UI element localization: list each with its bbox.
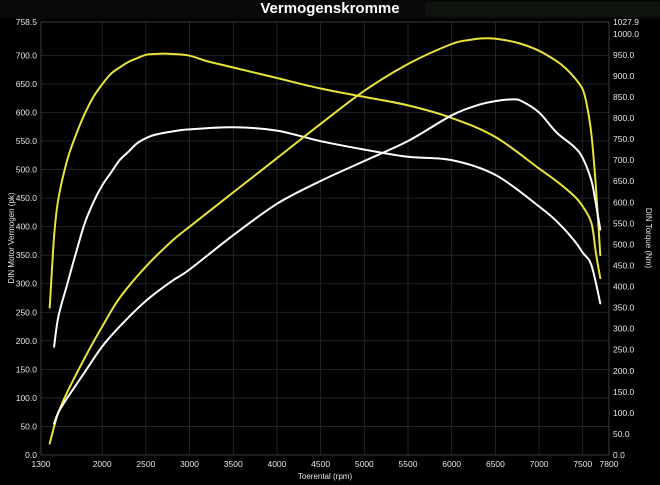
x-tick-label: 4000 <box>267 459 286 469</box>
y2-tick-label: 550.0 <box>613 218 635 228</box>
y2-tick-label: 0.0 <box>613 450 625 460</box>
y2-tick-label: 650.0 <box>613 176 635 186</box>
x-tick-label: 5000 <box>355 459 374 469</box>
series-line-4 <box>53 98 602 425</box>
y-tick-label: 500.0 <box>16 165 38 175</box>
right-axis-ticks: 0.0 50.0 100.0 150.0 200.0 250.0 300.0 350.0 400… <box>613 17 639 460</box>
y2-tick-label: 400.0 <box>613 282 635 292</box>
grid <box>40 21 610 456</box>
x-tick-label: 7800 <box>600 459 619 469</box>
y2-tick-label: 200.0 <box>613 366 635 376</box>
left-axis-ticks: 0.0 50.0 100.0 150.0 200.0 250.0 300.0 350.0 400… <box>16 17 38 460</box>
x-tick-label: 6500 <box>486 459 505 469</box>
series-line-1 <box>48 52 602 309</box>
y-tick-label: 100.0 <box>16 393 38 403</box>
title-bar-accent <box>425 2 660 17</box>
x-tick-label: 3500 <box>224 459 243 469</box>
series-group <box>48 37 602 445</box>
x-tick-label: 6000 <box>442 459 461 469</box>
y-tick-label: 450.0 <box>16 193 38 203</box>
x-tick-label: 3000 <box>180 459 199 469</box>
y-tick-label: 50.0 <box>20 421 37 431</box>
y2-tick-label: 950.0 <box>613 50 635 60</box>
chart-title: Vermogenskromme <box>260 0 399 17</box>
x-tick-label: 7000 <box>530 459 549 469</box>
y2-tick-label: 250.0 <box>613 345 635 355</box>
y2-tick-label: 300.0 <box>613 324 635 334</box>
y-tick-label: 400.0 <box>16 222 38 232</box>
x-axis-ticks: 1300 2000 2500 3000 3500 4000 4500 5000 5500 6000… <box>32 459 619 469</box>
y-tick-label: 0.0 <box>25 450 37 460</box>
y2-tick-label: 50.0 <box>613 429 630 439</box>
x-tick-label: 4500 <box>311 459 330 469</box>
y2-tick-label: 100.0 <box>613 408 635 418</box>
y2-tick-label: 850.0 <box>613 92 635 102</box>
y2-axis-label: DIN Torque (Nm) <box>644 208 653 269</box>
y2-tick-label: 1027.9 <box>613 17 639 27</box>
y2-tick-label: 900.0 <box>613 71 635 81</box>
y2-tick-label: 350.0 <box>613 303 635 313</box>
x-tick-label: 5500 <box>399 459 418 469</box>
y-tick-label: 700.0 <box>16 50 38 60</box>
y-tick-label: 600.0 <box>16 107 38 117</box>
y2-tick-label: 600.0 <box>613 197 635 207</box>
y2-tick-label: 700.0 <box>613 155 635 165</box>
y2-tick-label: 1000.0 <box>613 29 639 39</box>
y2-tick-label: 450.0 <box>613 260 635 270</box>
x-tick-label: 1300 <box>32 459 51 469</box>
y-tick-label: 650.0 <box>16 79 38 89</box>
y2-tick-label: 150.0 <box>613 387 635 397</box>
y-tick-label: 200.0 <box>16 336 38 346</box>
x-tick-label: 2500 <box>136 459 155 469</box>
x-axis-label: Toerental (rpm) <box>298 472 353 481</box>
y-tick-label: 150.0 <box>16 364 38 374</box>
y-tick-label: 350.0 <box>16 250 38 260</box>
plot-frame <box>40 21 610 456</box>
y-tick-label: 758.5 <box>16 17 38 27</box>
x-tick-label: 2000 <box>93 459 112 469</box>
y2-tick-label: 800.0 <box>613 113 635 123</box>
x-tick-label: 7500 <box>573 459 592 469</box>
series-line-2 <box>53 126 602 348</box>
y2-tick-label: 750.0 <box>613 134 635 144</box>
series-line-3 <box>48 37 602 445</box>
y-tick-label: 300.0 <box>16 279 38 289</box>
y-tick-label: 550.0 <box>16 136 38 146</box>
y2-tick-label: 500.0 <box>613 239 635 249</box>
y-tick-label: 250.0 <box>16 307 38 317</box>
y-axis-label: DIN Motor Vermogen (pk) <box>7 192 16 283</box>
